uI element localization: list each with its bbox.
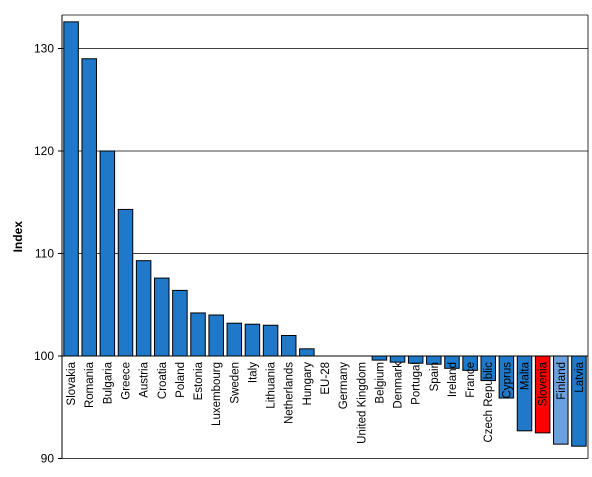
bar xyxy=(190,312,206,357)
bar xyxy=(63,21,79,357)
y-tick-label: 90 xyxy=(41,452,55,466)
category-label: Sweden xyxy=(229,362,241,404)
category-label: Italy xyxy=(247,362,259,383)
category-label: Slovakia xyxy=(66,361,78,405)
bar xyxy=(299,348,315,357)
category-label: Romania xyxy=(84,361,96,408)
category-label: EU-28 xyxy=(320,362,332,395)
y-tick-label: 130 xyxy=(34,42,54,56)
bar xyxy=(262,324,279,357)
category-label: Greece xyxy=(120,362,132,400)
category-label: Malta xyxy=(520,361,532,390)
category-label: Latvia xyxy=(574,361,586,392)
bar xyxy=(208,314,224,357)
bar xyxy=(154,277,170,357)
category-label: Luxembourg xyxy=(211,362,223,426)
category-label: Cyprus xyxy=(501,362,513,399)
gridlines xyxy=(62,48,588,459)
category-label: Estonia xyxy=(193,361,205,400)
category-label: Finland xyxy=(556,362,568,400)
bars xyxy=(63,21,587,447)
category-label: France xyxy=(465,362,477,398)
category-label: Croatia xyxy=(157,361,169,399)
category-label: Slovenia xyxy=(538,361,550,406)
category-label: Lithuania xyxy=(266,361,278,408)
y-tick-label: 110 xyxy=(35,247,54,261)
bar xyxy=(371,355,388,361)
category-label: United Kingdom xyxy=(356,362,368,444)
bar xyxy=(117,208,134,357)
category-label: Denmark xyxy=(393,362,405,409)
category-label: Ireland xyxy=(447,362,459,397)
bar xyxy=(81,58,97,357)
bar xyxy=(280,335,297,357)
bar xyxy=(226,322,243,357)
category-label: Portugal xyxy=(411,362,423,405)
category-labels: Slovakia Romania Bulgaria Greece Austria Croa… xyxy=(66,361,586,443)
category-label: Belgium xyxy=(374,362,386,404)
y-axis: 90 100 110 120 130 xyxy=(34,14,589,466)
category-label: Germany xyxy=(338,362,350,410)
category-label: Netherlands xyxy=(284,362,296,424)
category-label: Austria xyxy=(139,361,151,397)
y-tick-label: 100 xyxy=(34,349,54,363)
y-tick-label: 120 xyxy=(34,144,54,158)
category-label: Czech Republic xyxy=(483,362,495,443)
bar xyxy=(172,289,188,357)
bar xyxy=(99,150,116,357)
bar xyxy=(389,355,406,363)
y-axis-title: Index xyxy=(11,221,25,253)
category-label: Hungary xyxy=(302,362,314,406)
category-label: Spain xyxy=(429,362,441,391)
bar xyxy=(135,260,152,357)
category-label: Bulgaria xyxy=(102,361,114,404)
category-label: Poland xyxy=(175,362,187,398)
bar xyxy=(244,323,261,357)
